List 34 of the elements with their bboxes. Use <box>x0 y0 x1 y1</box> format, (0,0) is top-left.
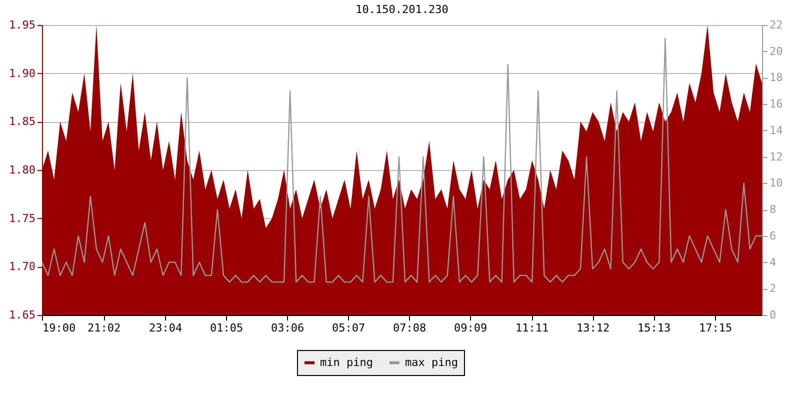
x-tick-label: 15:13 <box>638 322 671 334</box>
y2-tick-label: 22 <box>770 18 783 32</box>
x-tick-label: 11:11 <box>516 322 549 334</box>
x-tick-label: 13:12 <box>576 322 610 334</box>
x-tick-label: 07:08 <box>392 322 426 334</box>
chart-title: 10.150.201.230 <box>356 3 448 16</box>
y-tick-label: 1.95 <box>9 18 36 32</box>
y2-tick-label: 16 <box>770 98 783 111</box>
x-tick-label: 19:00 <box>42 322 76 334</box>
legend-label: min ping <box>320 356 373 369</box>
y-tick-label: 1.75 <box>9 212 36 225</box>
y2-tick-label: 14 <box>770 124 784 137</box>
y-tick-label: 1.80 <box>9 164 36 176</box>
x-tick-label: 03:06 <box>270 322 304 334</box>
y2-tick-label: 0 <box>770 308 776 322</box>
y2-tick-label: 4 <box>770 256 776 269</box>
y-tick-label: 1.70 <box>9 260 36 274</box>
x-tick-label: 05:07 <box>332 322 366 334</box>
x-tick-label: 17:15 <box>699 322 732 334</box>
x-tick-label: 09:09 <box>454 322 488 334</box>
y2-tick-label: 2 <box>770 282 776 296</box>
y2-tick-label: 20 <box>770 44 783 58</box>
y-tick-label: 1.90 <box>9 66 36 80</box>
y-tick-label: 1.85 <box>9 115 36 128</box>
x-tick-label: 23:04 <box>148 322 182 334</box>
y-tick-label: 1.65 <box>9 308 36 322</box>
x-tick-label: 01:05 <box>210 322 244 334</box>
legend-label: max ping <box>405 356 458 369</box>
y2-tick-label: 6 <box>770 229 776 242</box>
x-tick-label: 21:02 <box>87 322 121 334</box>
y2-tick-label: 18 <box>770 71 783 84</box>
y2-tick-label: 8 <box>770 203 776 216</box>
y2-tick-label: 10 <box>770 176 783 190</box>
y2-tick-label: 12 <box>770 150 783 164</box>
